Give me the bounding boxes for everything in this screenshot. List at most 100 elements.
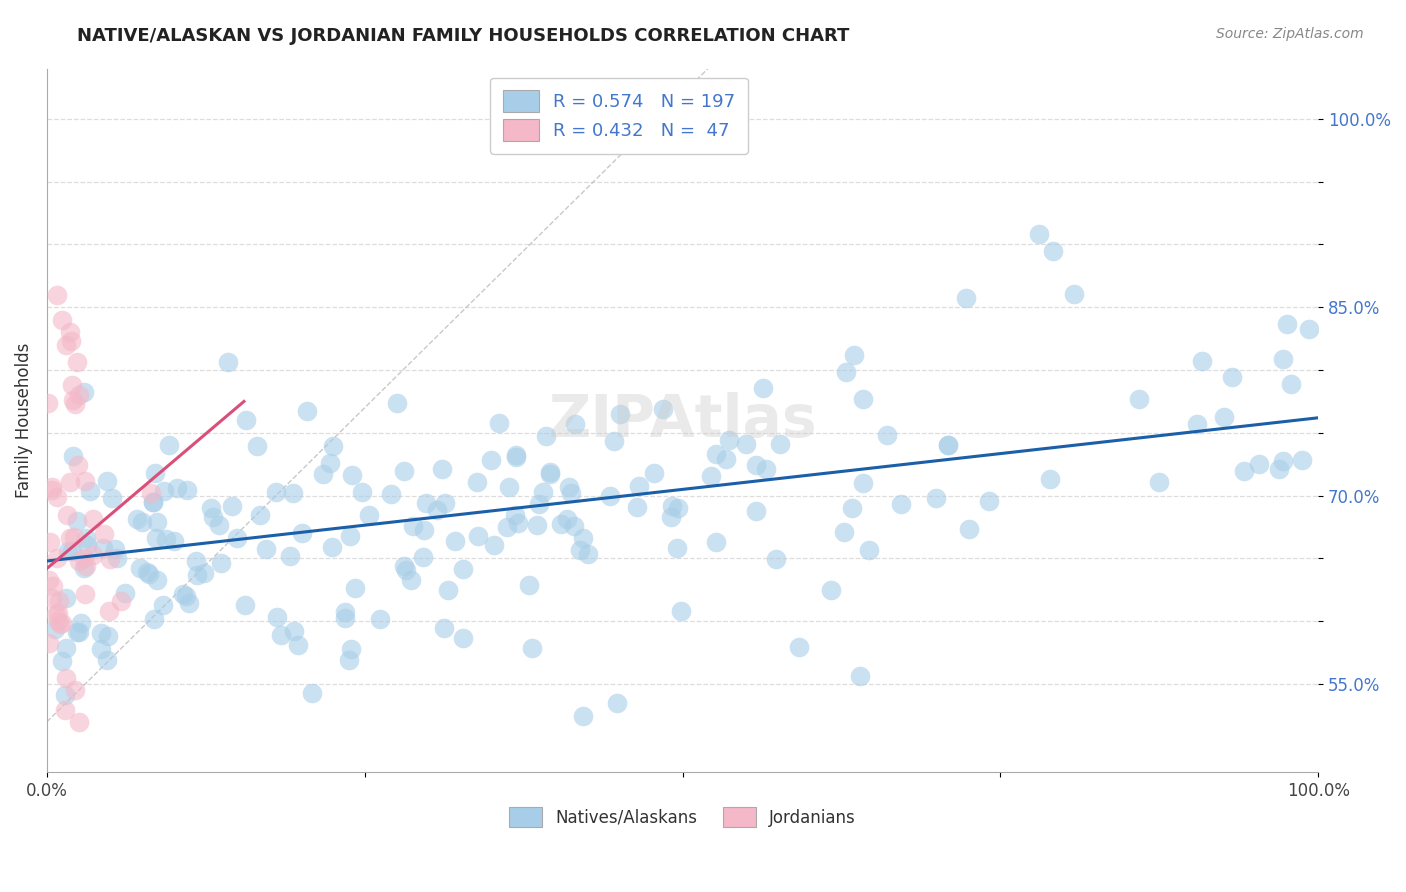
Point — [104, 542, 127, 557]
Point — [1128, 392, 1150, 407]
Point — [765, 551, 787, 566]
Point — [496, 520, 519, 534]
Point — [295, 404, 318, 418]
Point — [75, 532, 97, 546]
Point — [62, 392, 84, 407]
Point — [55, 508, 77, 522]
Point — [1247, 457, 1270, 471]
Point — [562, 518, 585, 533]
Point — [558, 480, 581, 494]
Point — [380, 487, 402, 501]
Y-axis label: Family Households: Family Households — [15, 343, 32, 498]
Point — [717, 433, 740, 447]
Point — [82, 548, 104, 562]
Point — [62, 449, 84, 463]
Point — [571, 708, 593, 723]
Point — [550, 517, 572, 532]
Point — [69, 615, 91, 630]
Point — [714, 451, 737, 466]
Point — [606, 696, 628, 710]
Point — [569, 542, 592, 557]
Point — [488, 416, 510, 430]
Point — [876, 428, 898, 442]
Point — [76, 538, 98, 552]
Point — [1028, 227, 1050, 241]
Point — [643, 466, 665, 480]
Text: NATIVE/ALASKAN VS JORDANIAN FAMILY HOUSEHOLDS CORRELATION CHART: NATIVE/ALASKAN VS JORDANIAN FAMILY HOUSE… — [77, 27, 849, 45]
Point — [402, 519, 425, 533]
Point — [55, 591, 77, 605]
Point — [45, 551, 67, 566]
Point — [46, 614, 69, 628]
Point — [155, 532, 177, 546]
Point — [254, 541, 277, 556]
Point — [498, 480, 520, 494]
Point — [1279, 376, 1302, 391]
Point — [484, 538, 506, 552]
Point — [73, 385, 96, 400]
Point — [73, 561, 96, 575]
Point — [131, 515, 153, 529]
Point — [283, 624, 305, 639]
Legend: Natives/Alaskans, Jordanians: Natives/Alaskans, Jordanians — [502, 800, 863, 834]
Point — [114, 586, 136, 600]
Point — [599, 489, 621, 503]
Point — [51, 312, 73, 326]
Point — [38, 573, 60, 587]
Point — [479, 453, 502, 467]
Point — [246, 439, 269, 453]
Point — [704, 534, 727, 549]
Point — [626, 500, 648, 515]
Point — [55, 338, 77, 352]
Point — [63, 531, 86, 545]
Point — [48, 594, 70, 608]
Point — [505, 448, 527, 462]
Point — [368, 612, 391, 626]
Text: ZIPAtlas: ZIPAtlas — [548, 392, 817, 449]
Point — [67, 714, 90, 729]
Point — [319, 456, 342, 470]
Point — [51, 616, 73, 631]
Point — [157, 438, 180, 452]
Point — [394, 563, 416, 577]
Point — [564, 417, 586, 432]
Point — [413, 523, 436, 537]
Point — [557, 512, 579, 526]
Point — [820, 582, 842, 597]
Point — [221, 499, 243, 513]
Point — [505, 450, 527, 464]
Point — [699, 469, 721, 483]
Point — [233, 598, 256, 612]
Point — [957, 522, 980, 536]
Point — [42, 579, 65, 593]
Point — [745, 458, 768, 472]
Point — [226, 531, 249, 545]
Point — [45, 607, 67, 622]
Point — [146, 515, 169, 529]
Point — [1271, 454, 1294, 468]
Point — [849, 669, 872, 683]
Point — [98, 552, 121, 566]
Point — [385, 396, 408, 410]
Point — [49, 616, 72, 631]
Point — [769, 437, 792, 451]
Point — [79, 484, 101, 499]
Point — [311, 467, 333, 481]
Point — [415, 495, 437, 509]
Text: Source: ZipAtlas.com: Source: ZipAtlas.com — [1216, 27, 1364, 41]
Point — [66, 458, 89, 473]
Point — [60, 543, 83, 558]
Point — [200, 501, 222, 516]
Point — [1298, 322, 1320, 336]
Point — [787, 640, 810, 655]
Point — [841, 500, 863, 515]
Point — [41, 480, 63, 494]
Point — [852, 392, 875, 406]
Point — [335, 605, 357, 619]
Point — [936, 438, 959, 452]
Point — [467, 529, 489, 543]
Point — [46, 287, 69, 301]
Point — [1268, 462, 1291, 476]
Point — [75, 474, 97, 488]
Point — [659, 509, 682, 524]
